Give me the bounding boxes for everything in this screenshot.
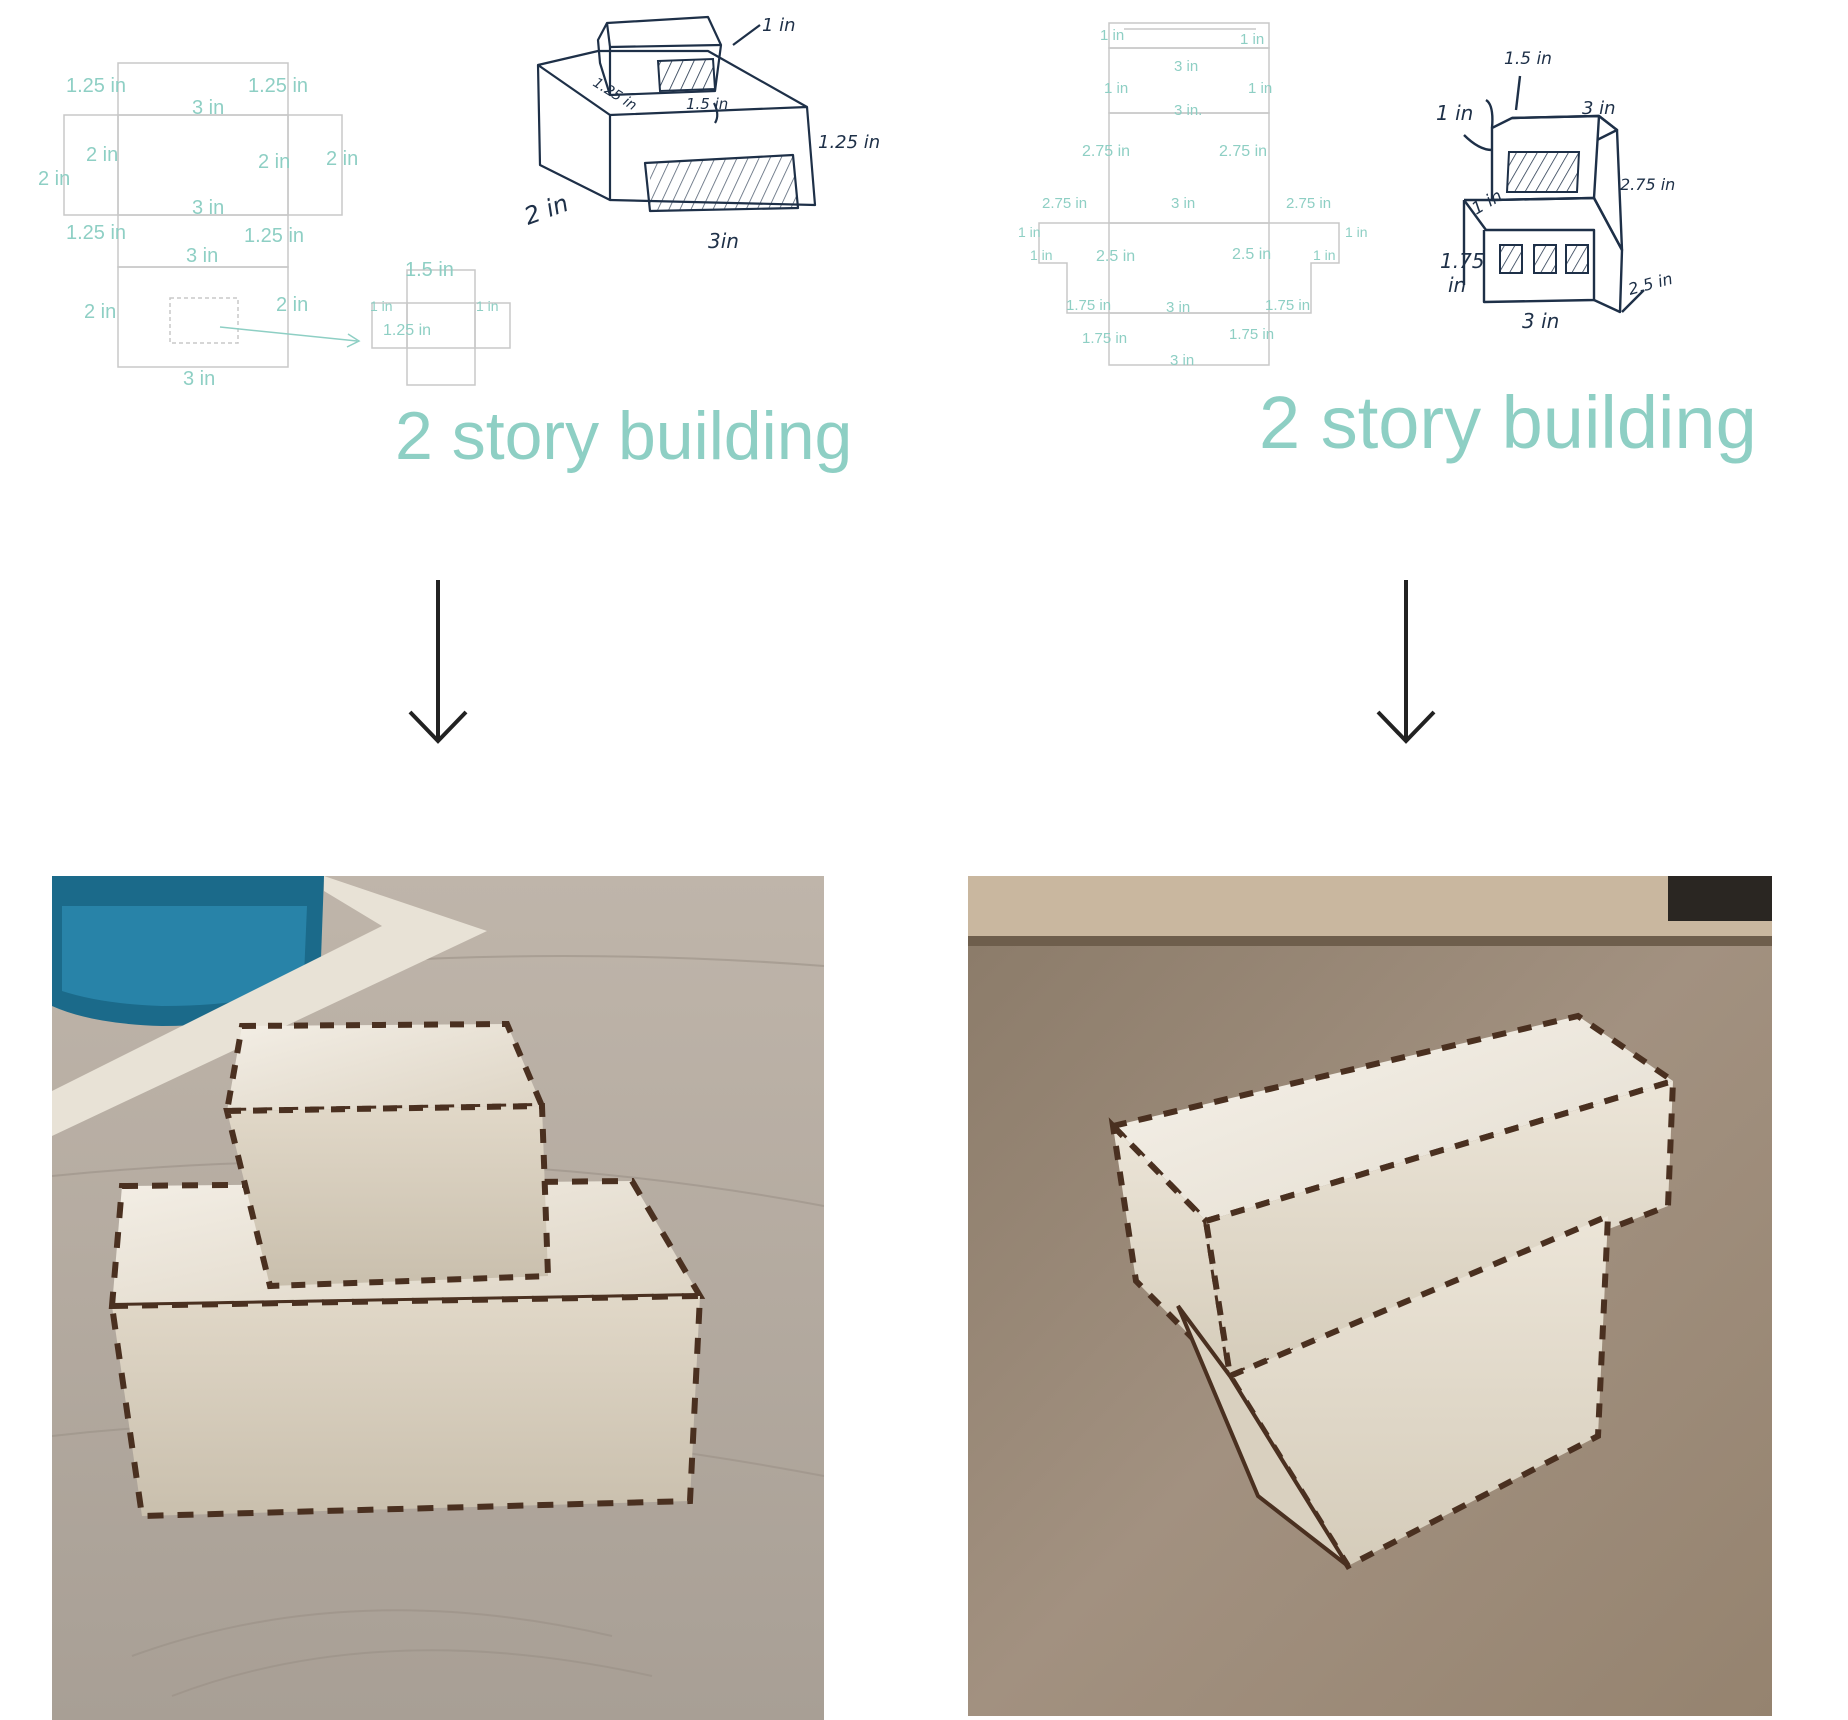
dim-label: 3 in [192,197,224,219]
right-title: 2 story building [1259,381,1757,464]
dim-label: 2.75 in [1219,143,1267,160]
left-down-arrow [408,580,468,744]
dim-label: 3 in [1166,299,1190,316]
sketch-label: 1 in [762,15,796,36]
dim-label: 3 in [1171,195,1195,212]
dim-label: 3 in [192,97,224,119]
dim-label: 1 in [1100,27,1124,44]
sketch-label: 3 in [1582,98,1616,119]
dim-label: 3 in [1174,58,1198,75]
sketch-label: in [1448,273,1466,297]
dim-label: 2 in [84,301,116,323]
sketch-label: 1.75 [1440,249,1485,273]
dim-label: 1 in [1345,224,1368,240]
dim-label: 1.25 in [66,222,126,244]
left-photo [52,876,824,1720]
dim-label: 2 in [276,294,308,316]
dim-label: 1.25 in [383,322,431,339]
dim-label: 3 in [186,245,218,267]
dim-label: 2.75 in [1286,195,1331,212]
dim-label: 3 in [1170,352,1194,369]
dim-label: 3 in [183,368,215,390]
dim-label: 1 in [1248,80,1272,97]
left-box-net: 1.25 in 1.25 in 3 in 2 in 2 in 2 in 2 in… [38,62,511,390]
left-net-pointer-line [219,326,358,342]
dim-label: 1 in [1313,247,1336,263]
dim-label: 1.25 in [248,75,308,97]
dim-label: 2.75 in [1082,143,1130,160]
sketch-label: 1.25 in [818,132,880,153]
dim-label: 1.75 in [1229,326,1274,343]
dim-label: 2 in [86,144,118,166]
right-photo [968,876,1772,1716]
sketch-label: 2.75 in [1620,175,1675,194]
sketch-label: 1 in [1436,101,1473,125]
dim-label: 2.75 in [1042,195,1087,212]
dim-label: 1.75 in [1265,297,1310,314]
dim-label: 1 in [476,298,499,314]
sketch-label: 3in [708,229,739,253]
right-box-net: 1 in 1 in 3 in 1 in 1 in 3 in. 2.75 in 2… [1018,22,1368,369]
left-title: 2 story building [395,398,853,474]
dim-label: 1.75 in [1082,330,1127,347]
dim-label: 1.25 in [244,225,304,247]
dim-label: 1 in [1240,31,1264,48]
dim-label: 1.75 in [1066,297,1111,314]
sketch-label: 3 in [1522,309,1559,333]
left-net-pointer-head [346,333,361,348]
dim-label: 2 in [326,148,358,170]
dim-label: 3 in. [1174,102,1202,119]
dim-label: 2 in [38,168,70,190]
dim-label: 2.5 in [1232,246,1271,263]
sketch-label: 1.5 in [1504,49,1552,69]
sketch-label: 1.5 in [686,95,728,113]
dim-label: 1 in [1018,224,1041,240]
dim-label: 1 in [1030,247,1053,263]
left-panel: 1.25 in 1.25 in 3 in 2 in 2 in 2 in 2 in… [38,15,880,1720]
right-down-arrow [1376,580,1436,744]
dim-label: 1 in [370,298,393,314]
sketch-label: 2.5 in [1626,269,1675,299]
dim-label: 1.5 in [405,259,454,281]
dim-label: 1 in [1104,80,1128,97]
dim-label: 2.5 in [1096,248,1135,265]
left-building-sketch: 1 in 1.25 in 1.5 in 1.25 in 2 in 3in [520,15,880,253]
dim-label: 2 in [258,151,290,173]
right-building-sketch: 1.5 in 1 in 3 in 2.75 in 1 in 1.75 in 2.… [1436,49,1675,333]
dim-label: 1.25 in [66,75,126,97]
sketch-label: 2 in [520,189,572,231]
right-panel: 1 in 1 in 3 in 1 in 1 in 3 in. 2.75 in 2… [924,0,1848,1720]
